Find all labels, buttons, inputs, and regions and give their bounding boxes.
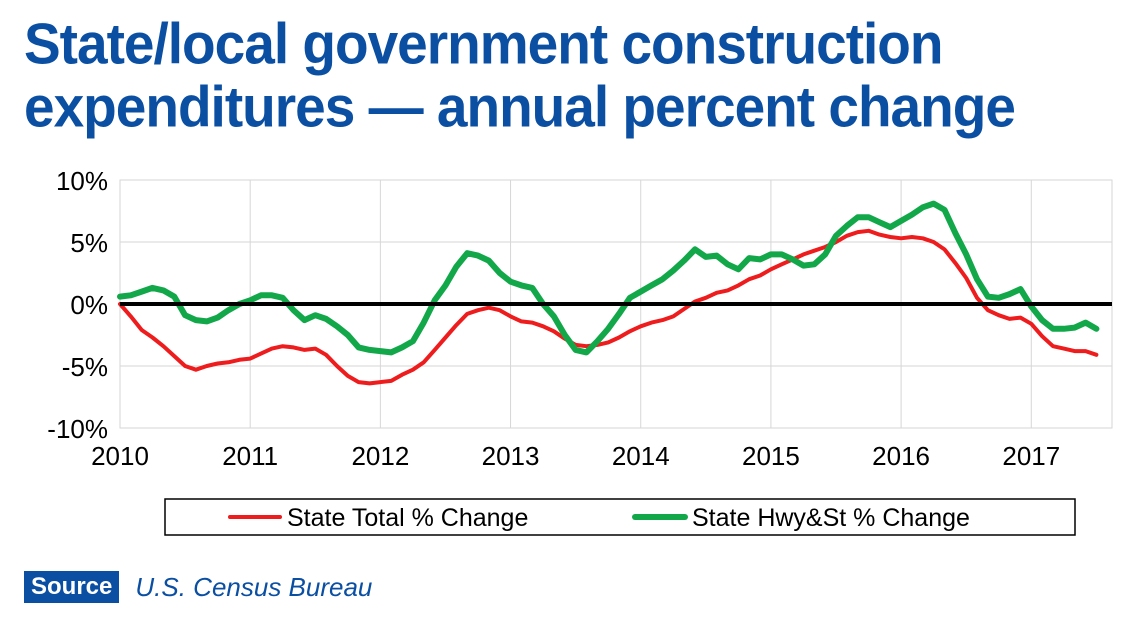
chart-title: State/local government construction expe… [24,12,1124,138]
source-line: Source U.S. Census Bureau [24,570,372,604]
x-tick-label: 2017 [1002,441,1060,471]
chart-title-line-1: State/local government construction [24,10,944,77]
source-text: U.S. Census Bureau [135,571,373,602]
x-tick-label: 2014 [612,441,670,471]
series-line-state-hwy-st-change [117,200,1100,356]
chart-legend: State Total % Change State Hwy&St % Chang… [164,498,1076,536]
y-tick-label: -10% [47,414,108,444]
legend-label: State Hwy&St % Change [692,504,970,532]
legend-label: State Total % Change [287,504,528,532]
y-tick-label: 5% [70,228,108,258]
y-axis-tick-labels: 10% 5% 0% -5% -10% [47,166,108,444]
x-axis-tick-labels: 2010 2011 2012 2013 2014 2015 2016 2017 [91,441,1060,471]
y-tick-label: 0% [70,290,108,320]
chart-series [117,200,1112,386]
x-tick-label: 2010 [91,441,149,471]
series-line-state-total-change [118,228,1099,386]
x-tick-label: 2016 [872,441,930,471]
x-tick-label: 2011 [222,441,278,471]
legend-box [164,498,1076,536]
chart-title-line-2: expenditures — annual percent change [24,73,1016,140]
y-tick-label: -5% [62,352,108,382]
source-badge: Source [24,571,120,603]
x-tick-label: 2012 [351,441,409,471]
x-tick-label: 2015 [742,441,800,471]
y-tick-label: 10% [56,166,108,196]
x-tick-label: 2013 [482,441,540,471]
